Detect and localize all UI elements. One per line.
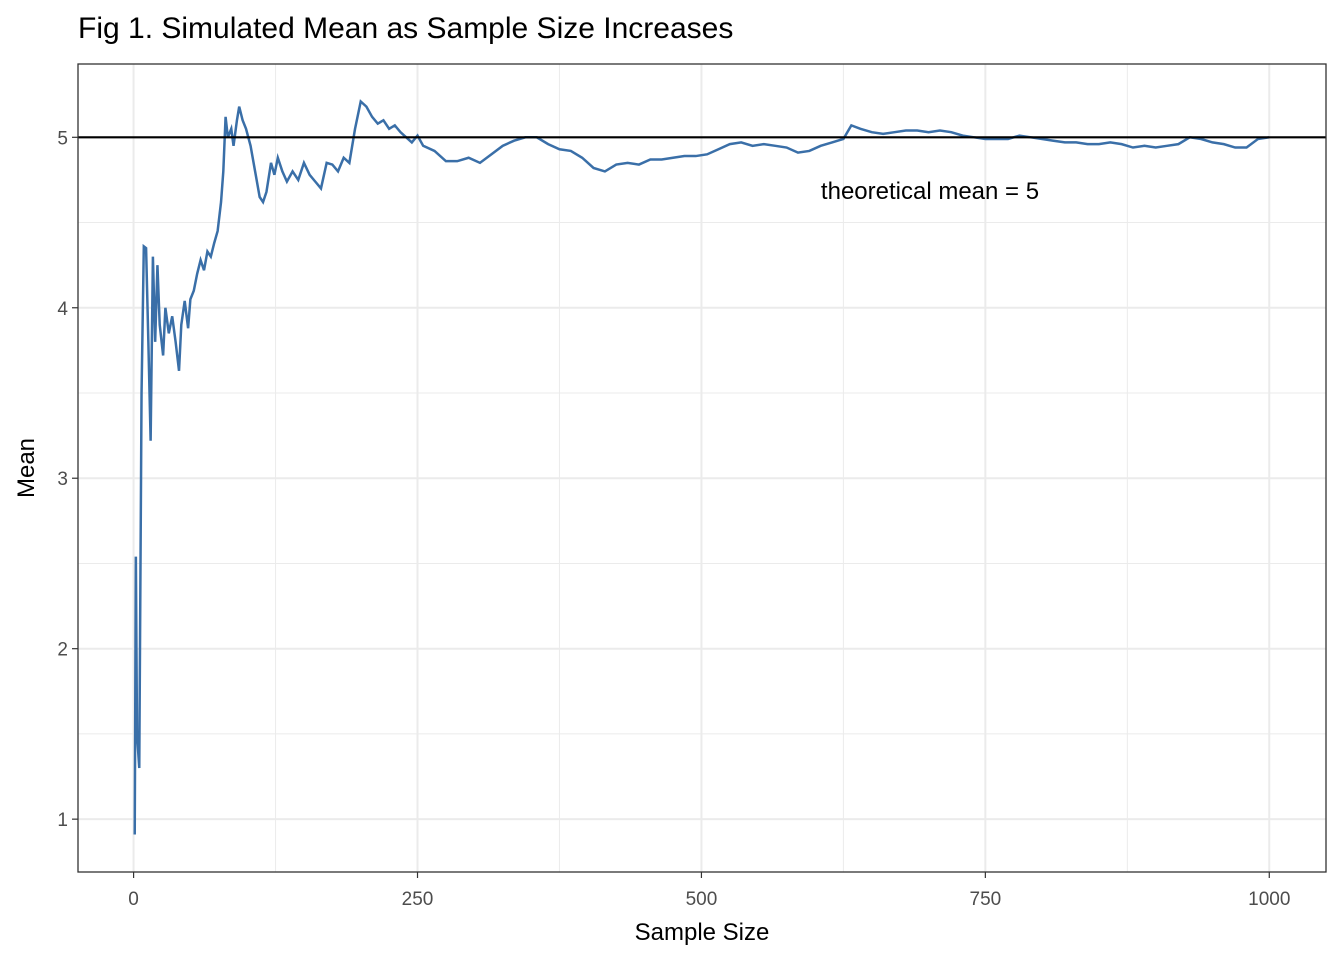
- y-axis-title: Mean: [13, 438, 40, 498]
- x-tick-label: 500: [686, 889, 718, 910]
- y-tick-label: 4: [57, 299, 68, 320]
- x-tick-label: 1000: [1248, 889, 1290, 910]
- data-line: [133, 99, 1270, 835]
- y-tick-label: 5: [57, 128, 68, 149]
- chart-title: Fig 1. Simulated Mean as Sample Size Inc…: [78, 12, 733, 45]
- y-tick-label: 3: [57, 469, 68, 490]
- y-tick-label: 2: [57, 640, 68, 661]
- y-tick-label: 1: [57, 810, 68, 831]
- x-tick-label: 0: [128, 889, 139, 910]
- annotation: theoretical mean = 5: [821, 178, 1039, 205]
- x-tick-label: 250: [402, 889, 434, 910]
- x-axis-title: Sample Size: [635, 919, 770, 946]
- panel-border: [77, 63, 1327, 873]
- x-tick-label: 750: [970, 889, 1002, 910]
